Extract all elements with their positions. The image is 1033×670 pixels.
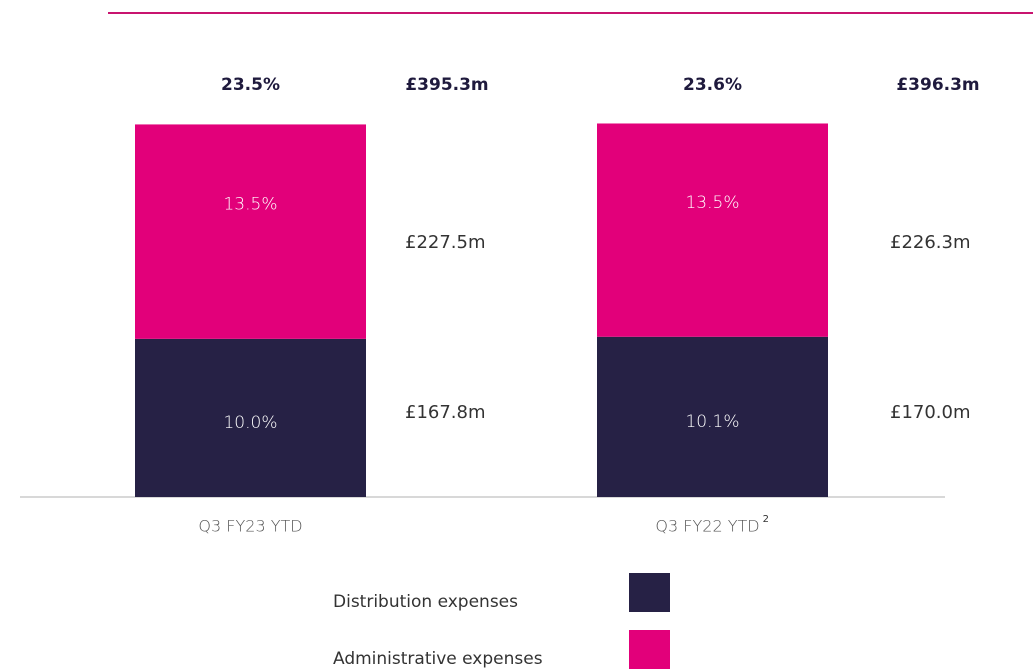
segment-percentage-label: 10.1%: [685, 412, 739, 432]
legend-label: Administrative expenses: [333, 649, 543, 669]
legend-label: Distribution expenses: [333, 592, 518, 612]
segment-value-label: £227.5m: [405, 232, 486, 253]
segment-value-label: £226.3m: [890, 232, 971, 253]
segment-value-label: £170.0m: [890, 402, 971, 423]
bar-segment: [597, 123, 828, 337]
total-value-label: £395.3m: [405, 75, 488, 95]
total-percentage-label: 23.5%: [221, 75, 280, 95]
x-tick-label: Q3 FY23 YTD: [198, 517, 302, 536]
bar-segment: [135, 124, 366, 339]
segment-percentage-label: 13.5%: [685, 193, 739, 213]
total-value-label: £396.3m: [896, 75, 979, 95]
bar-segment: [135, 338, 366, 497]
bar-segment: [597, 336, 828, 497]
legend-swatch: [629, 630, 670, 669]
total-percentage-label: 23.6%: [683, 75, 742, 95]
segment-percentage-label: 10.0%: [223, 413, 277, 433]
x-tick-label: Q3 FY22 YTD: [655, 517, 759, 536]
segment-percentage-label: 13.5%: [223, 195, 277, 215]
segment-value-label: £167.8m: [405, 402, 486, 423]
legend-swatch: [629, 573, 670, 612]
footnote-marker: 2: [763, 514, 769, 525]
